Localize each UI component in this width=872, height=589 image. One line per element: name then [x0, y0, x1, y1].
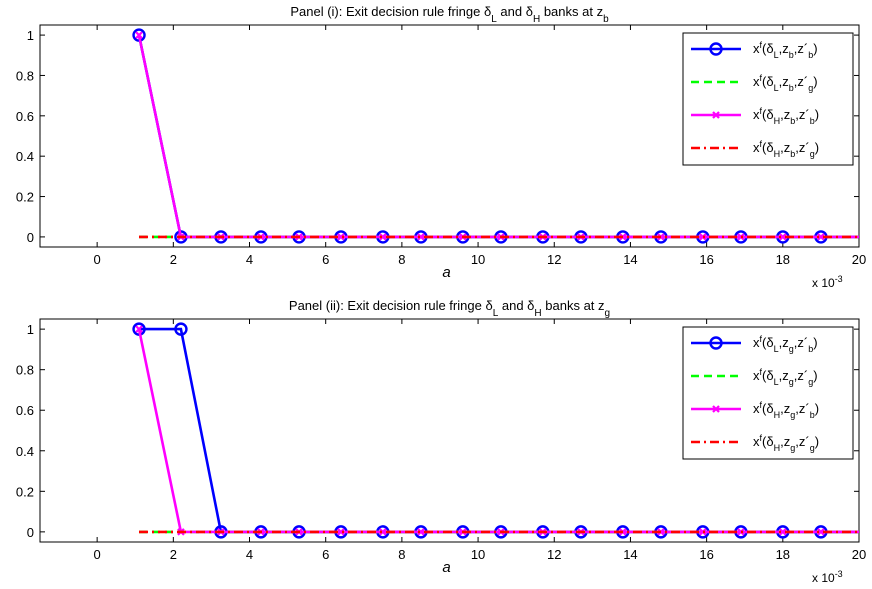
legend-label: xf(δH,zb,z´b) [753, 106, 819, 126]
x-tick-label: 16 [699, 547, 713, 562]
legend-item-4: xf(δH,zb,z´g) [691, 139, 819, 159]
legend: xf(δL,zb,z´b) xf(δL,zb,z´g) xf(δH,zb,z´b) x… [682, 32, 854, 166]
y-tick-label: 1 [27, 322, 34, 337]
y-tick-label: 1 [27, 28, 34, 43]
data-point [779, 233, 787, 241]
data-point [699, 233, 707, 241]
legend-box [682, 32, 854, 166]
x-tick-label: 2 [170, 252, 177, 267]
y-tick-label: 0 [27, 230, 34, 245]
chart-panel-1: Panel (i): Exit decision rule fringe δL … [16, 4, 866, 290]
y-tick-label: 0.4 [16, 444, 34, 459]
x-tick-label: 14 [623, 547, 637, 562]
chart-panel-2: Panel (ii): Exit decision rule fringe δL… [16, 298, 866, 585]
legend-label: xf(δL,zg,z´g) [753, 367, 818, 387]
legend-item-2: xf(δL,zb,z´g) [691, 73, 818, 93]
legend-label: xf(δL,zg,z´b) [753, 334, 818, 354]
y-tick-label: 0.2 [16, 190, 34, 205]
y-tick-label: 0 [27, 525, 34, 540]
x-tick-label: 20 [852, 252, 866, 267]
legend-item-2: xf(δL,zg,z´g) [691, 367, 818, 387]
legend-item-1: xf(δL,zg,z´b) [691, 334, 818, 354]
data-point [417, 233, 425, 241]
data-point [737, 233, 745, 241]
data-point [737, 528, 745, 536]
legend-marker [709, 336, 723, 350]
y-tick-label: 0.2 [16, 484, 34, 499]
x-tick-label: 0 [94, 252, 101, 267]
x-tick-label: 10 [471, 252, 485, 267]
x-tick-label: 14 [623, 252, 637, 267]
x-tick-label: 18 [776, 547, 790, 562]
data-point [379, 233, 387, 241]
y-tick-label: 0.6 [16, 403, 34, 418]
legend-label: xf(δL,zb,z´g) [753, 73, 818, 93]
x-tick-label: 20 [852, 547, 866, 562]
x-tick-label: 12 [547, 547, 561, 562]
data-point [174, 322, 188, 336]
data-point [817, 233, 825, 241]
legend-box [682, 326, 854, 460]
y-tick-label: 0.4 [16, 149, 34, 164]
data-point [417, 528, 425, 536]
data-point [379, 528, 387, 536]
chart-title: Panel (ii): Exit decision rule fringe δL… [289, 298, 610, 319]
x-tick-label: 4 [246, 252, 253, 267]
x-tick-label: 8 [398, 547, 405, 562]
y-tick-label: 0.8 [16, 68, 34, 83]
legend-label: xf(δH,zg,z´g) [753, 433, 819, 453]
legend-label: xf(δH,zg,z´b) [753, 400, 819, 420]
x-tick-label: 10 [471, 547, 485, 562]
x-axis-label: a [442, 559, 450, 576]
x-axis-multiplier: x 10-3 [812, 274, 843, 290]
x-tick-label: 12 [547, 252, 561, 267]
data-point [135, 325, 143, 333]
chart-title: Panel (i): Exit decision rule fringe δL … [290, 4, 609, 25]
legend-label: xf(δL,zb,z´b) [753, 40, 818, 60]
data-point [337, 233, 345, 241]
legend-item-1: xf(δL,zb,z´b) [691, 40, 818, 60]
legend: xf(δL,zg,z´b) xf(δL,zg,z´g) xf(δH,zg,z´b) x… [682, 326, 854, 460]
legend-item-3: xf(δH,zb,z´b) [691, 106, 819, 126]
legend-item-4: xf(δH,zg,z´g) [691, 433, 819, 453]
data-point [779, 528, 787, 536]
legend-item-3: xf(δH,zg,z´b) [691, 400, 819, 420]
x-tick-label: 16 [699, 252, 713, 267]
legend-marker [712, 111, 720, 119]
x-tick-label: 6 [322, 252, 329, 267]
x-tick-label: 4 [246, 547, 253, 562]
legend-marker [712, 405, 720, 413]
data-point [337, 528, 345, 536]
y-tick-label: 0.6 [16, 109, 34, 124]
x-axis-multiplier: x 10-3 [812, 569, 843, 585]
x-tick-label: 0 [94, 547, 101, 562]
x-axis-label: a [442, 264, 450, 281]
data-point [817, 528, 825, 536]
x-tick-label: 18 [776, 252, 790, 267]
x-tick-label: 6 [322, 547, 329, 562]
x-tick-label: 2 [170, 547, 177, 562]
data-point [135, 31, 143, 39]
data-point [699, 528, 707, 536]
y-tick-label: 0.8 [16, 363, 34, 378]
legend-marker [709, 42, 723, 56]
legend-label: xf(δH,zb,z´g) [753, 139, 819, 159]
x-tick-label: 8 [398, 252, 405, 267]
